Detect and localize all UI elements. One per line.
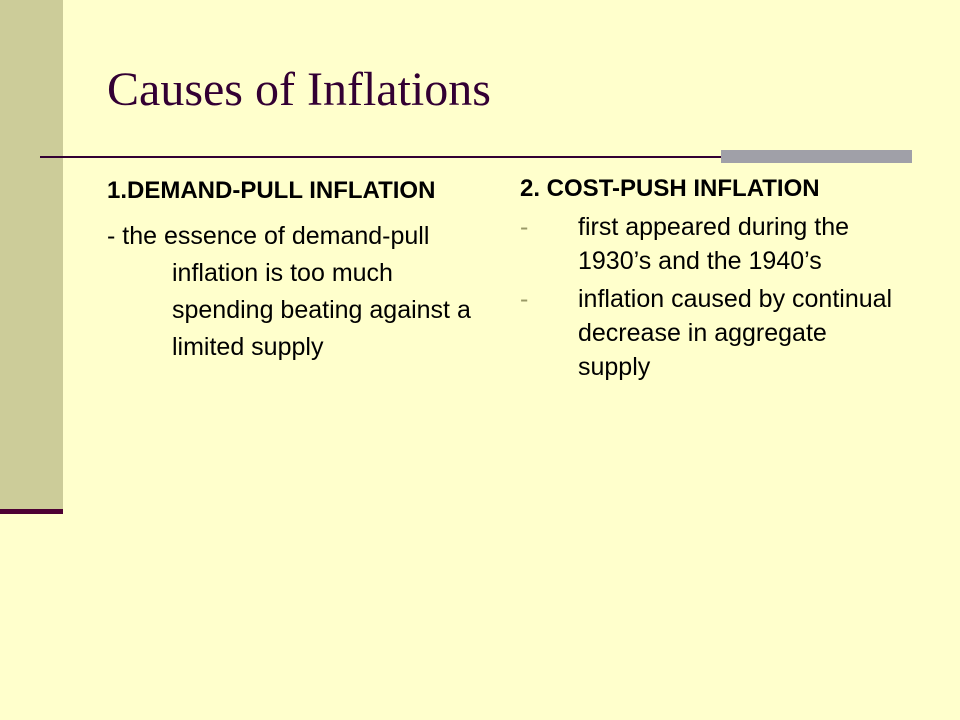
slide-title: Causes of Inflations <box>107 63 491 116</box>
title-rule <box>40 156 912 158</box>
column: 1.DEMAND-PULL INFLATION - the essence of … <box>107 172 477 366</box>
column-heading: 2. COST-PUSH INFLATION <box>520 175 820 202</box>
bullet-marker: - <box>520 213 529 241</box>
column-heading: 1.DEMAND-PULL INFLATION <box>107 177 436 204</box>
title-rule-accent <box>721 150 912 163</box>
bullet-item: - inflation caused by continual decrease … <box>520 282 900 384</box>
bullet-text: inflation caused by continual decrease i… <box>578 285 893 381</box>
bullet-marker: - <box>520 285 529 313</box>
column: 2. COST-PUSH INFLATION - first appeared du… <box>520 172 900 384</box>
bullet-text: first appeared during the 1930’s and the… <box>578 213 850 275</box>
side-bar <box>0 0 63 510</box>
side-bar-foot <box>0 509 63 514</box>
body-text: - the essence of demand-pull inflation i… <box>107 222 471 361</box>
bullet-item: - first appeared during the 1930’s and th… <box>520 210 900 278</box>
